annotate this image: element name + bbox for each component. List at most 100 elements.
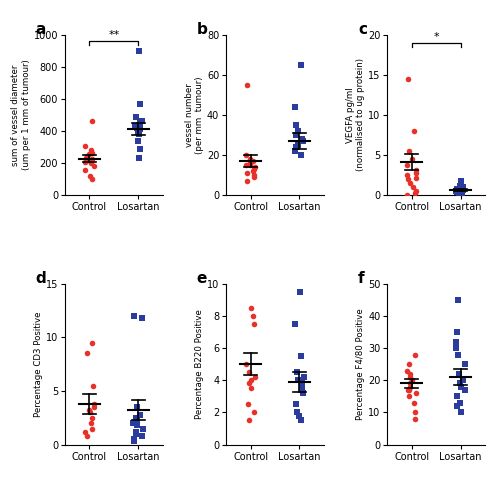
Point xyxy=(130,419,138,427)
Point xyxy=(403,171,411,179)
Point xyxy=(138,118,146,125)
Point xyxy=(88,414,96,422)
Text: f: f xyxy=(358,271,364,286)
Point xyxy=(83,350,91,358)
Point xyxy=(81,428,89,436)
Point xyxy=(454,296,462,304)
Point xyxy=(462,360,469,368)
Point xyxy=(134,121,142,128)
Text: d: d xyxy=(36,271,46,286)
Point xyxy=(251,164,259,171)
Point xyxy=(294,127,302,135)
Point xyxy=(136,124,144,132)
Point xyxy=(246,159,254,167)
Point xyxy=(292,121,300,129)
Point xyxy=(404,360,412,368)
Point xyxy=(453,402,461,410)
Point xyxy=(133,417,141,425)
Point xyxy=(84,432,92,440)
Point xyxy=(136,119,144,127)
Point xyxy=(456,182,464,190)
Point xyxy=(457,179,465,187)
Point xyxy=(403,191,411,199)
Point xyxy=(292,147,300,155)
Point xyxy=(412,187,420,195)
Text: **: ** xyxy=(108,30,120,40)
Point xyxy=(454,351,462,359)
Point xyxy=(410,399,418,407)
Point xyxy=(246,159,254,167)
Point xyxy=(456,191,464,199)
Point xyxy=(456,399,464,407)
Point xyxy=(298,135,306,143)
Point xyxy=(406,373,413,381)
Point xyxy=(294,376,302,384)
Point xyxy=(90,400,98,408)
Point xyxy=(246,155,254,163)
Text: a: a xyxy=(36,22,46,37)
Point xyxy=(88,149,96,157)
Point xyxy=(298,137,306,145)
Point xyxy=(86,150,94,158)
Point xyxy=(412,169,420,177)
Point xyxy=(408,155,416,163)
Point xyxy=(246,376,254,384)
Point xyxy=(85,407,93,414)
Point xyxy=(406,147,413,155)
Point xyxy=(132,113,140,121)
Point xyxy=(244,81,252,89)
Point xyxy=(406,379,414,387)
Point xyxy=(298,379,306,387)
Point xyxy=(406,370,414,378)
Point xyxy=(411,189,419,197)
Point xyxy=(134,137,142,145)
Point xyxy=(457,409,465,416)
Point xyxy=(246,161,254,169)
Point xyxy=(82,152,90,160)
Point xyxy=(452,344,460,352)
Point xyxy=(88,118,96,125)
Point xyxy=(132,428,140,436)
Point xyxy=(251,373,259,381)
Point xyxy=(452,187,460,195)
Point xyxy=(403,161,411,169)
Point xyxy=(456,370,464,378)
Point xyxy=(290,103,298,111)
Point xyxy=(88,155,96,163)
Point xyxy=(457,177,465,185)
Point xyxy=(87,159,95,167)
Point xyxy=(250,409,258,416)
Point xyxy=(138,432,146,440)
Point xyxy=(453,187,461,195)
Point xyxy=(133,124,141,132)
Point xyxy=(242,360,250,368)
Y-axis label: vessel number
(per mm  tumour): vessel number (per mm tumour) xyxy=(184,76,204,154)
Point xyxy=(406,386,413,394)
Point xyxy=(410,415,418,423)
Point xyxy=(136,411,144,418)
Point xyxy=(87,419,95,427)
Point xyxy=(90,403,98,411)
Point xyxy=(459,183,467,191)
Point xyxy=(136,145,143,153)
Point xyxy=(458,190,466,198)
Point xyxy=(294,141,302,149)
Y-axis label: Percentage CD3 Positive: Percentage CD3 Positive xyxy=(34,311,43,417)
Point xyxy=(290,320,298,328)
Point xyxy=(135,155,143,163)
Point xyxy=(249,157,257,165)
Point xyxy=(406,179,413,187)
Point xyxy=(296,61,304,69)
Point xyxy=(134,125,141,133)
Point xyxy=(412,165,420,173)
Point xyxy=(88,175,96,183)
Point xyxy=(300,373,308,381)
Point xyxy=(453,392,461,400)
Point xyxy=(461,386,469,394)
Point xyxy=(86,409,94,416)
Point xyxy=(408,376,416,384)
Point xyxy=(82,157,90,165)
Point xyxy=(453,188,461,196)
Point xyxy=(294,139,302,147)
Point xyxy=(88,339,96,347)
